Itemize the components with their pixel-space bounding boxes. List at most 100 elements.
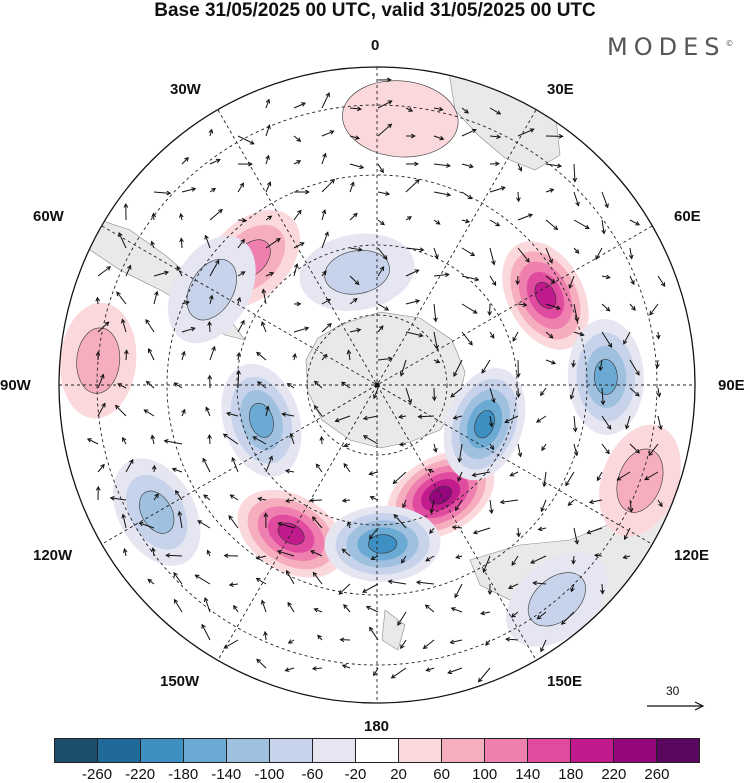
wind-vector-head	[317, 634, 322, 640]
anomaly-contour	[324, 250, 390, 295]
wind-vector	[293, 242, 305, 249]
wind-vector	[366, 606, 379, 613]
wind-vector-head	[286, 382, 292, 388]
wind-vector-head	[605, 274, 611, 280]
wind-vector-head	[385, 191, 391, 196]
wind-vector-head	[575, 201, 580, 207]
wind-vector-head	[194, 574, 200, 579]
wind-vector-head	[658, 425, 663, 431]
wind-vector-head	[605, 449, 610, 455]
wind-vector	[377, 357, 393, 361]
wind-vector	[228, 515, 239, 529]
wind-vector-head	[504, 418, 510, 424]
wind-vector-head	[515, 280, 521, 286]
wind-vector-head	[296, 160, 302, 165]
wind-vector-head	[339, 637, 345, 643]
wind-vector-head	[517, 166, 523, 172]
wind-vector	[433, 443, 437, 453]
wind-vector-head	[215, 259, 220, 265]
wind-vector	[178, 511, 183, 529]
wind-vector-head	[228, 582, 234, 587]
wind-vector-head	[343, 442, 349, 448]
wind-vector	[181, 351, 185, 361]
wind-vector-head	[411, 133, 416, 139]
wind-vector-head	[369, 495, 375, 501]
wind-vector	[209, 346, 216, 361]
wind-vector-head	[116, 291, 121, 297]
wind-vector-head	[474, 276, 480, 282]
wind-vector-head	[123, 202, 129, 208]
wind-vector-head	[600, 400, 606, 406]
wind-vector	[400, 359, 407, 376]
wind-vector	[349, 298, 358, 305]
wind-vector	[173, 572, 183, 585]
wind-vector	[573, 247, 580, 254]
wind-vector	[237, 352, 240, 361]
wind-vector-head	[343, 603, 348, 609]
wind-vector-head	[431, 396, 437, 402]
wind-vector	[321, 179, 335, 193]
negative-anomaly	[324, 505, 441, 582]
wind-vector	[589, 499, 603, 503]
wind-vector-head	[560, 620, 566, 625]
wind-vector	[573, 219, 590, 229]
wind-vector-head	[370, 555, 376, 560]
wind-vector	[461, 247, 475, 256]
wind-vector-head	[184, 300, 190, 306]
brand-logo: MODES©	[607, 33, 733, 61]
wind-vector-head	[601, 229, 606, 235]
wind-vector-head	[424, 604, 430, 610]
wind-vector	[426, 667, 435, 672]
wind-vector	[362, 583, 379, 593]
wind-vector	[433, 303, 437, 322]
wind-vector-head	[584, 224, 590, 229]
wind-vector	[286, 499, 295, 502]
wind-vector-head	[414, 161, 419, 167]
wind-vector-head	[515, 373, 521, 379]
wind-vector	[209, 209, 223, 221]
wind-vector	[377, 266, 385, 277]
wind-vector-head	[313, 607, 319, 613]
wind-vector-head	[241, 217, 247, 223]
wind-vector-head	[450, 392, 456, 398]
wind-vector	[310, 550, 323, 557]
wind-vector	[181, 188, 196, 193]
wind-vector-head	[231, 456, 236, 462]
wind-vector-head	[305, 189, 310, 195]
wind-vector	[377, 247, 388, 260]
wind-vector-head	[530, 559, 536, 564]
wind-vector-head	[588, 499, 594, 505]
wind-vector-head	[548, 333, 554, 339]
wind-vector-head	[173, 572, 178, 577]
wind-vector	[595, 247, 603, 260]
colorbar-tick-label: -140	[211, 766, 242, 783]
wind-vector	[237, 135, 255, 145]
wind-vector-head	[418, 332, 424, 338]
wind-vector-head	[540, 507, 545, 513]
wind-vector	[377, 163, 384, 173]
wind-vector-head	[114, 404, 120, 410]
wind-vector-head	[600, 589, 605, 595]
wind-vector-head	[525, 257, 530, 263]
new-zealand-land	[381, 609, 406, 651]
wind-vector	[573, 527, 578, 544]
anomaly-contour	[474, 410, 495, 439]
wind-vector-head	[164, 270, 170, 276]
colorbar-bin	[313, 739, 356, 762]
wind-vector	[570, 583, 575, 592]
wind-vector-head	[495, 161, 500, 167]
wind-vector	[485, 639, 491, 646]
wind-vector-head	[261, 321, 266, 327]
brand-name: MODES	[607, 33, 726, 61]
wind-vector-head	[648, 451, 654, 457]
wind-vector-head	[208, 128, 214, 134]
wind-vector	[545, 275, 556, 284]
wind-vector-head	[260, 599, 266, 605]
wind-vector	[118, 232, 127, 249]
wind-vector-head	[573, 451, 579, 457]
wind-vector-head	[255, 555, 261, 560]
wind-vector-head	[255, 577, 261, 583]
wind-vector-head	[218, 208, 223, 214]
colorbar-bin	[571, 739, 614, 762]
wind-vector	[433, 219, 441, 225]
